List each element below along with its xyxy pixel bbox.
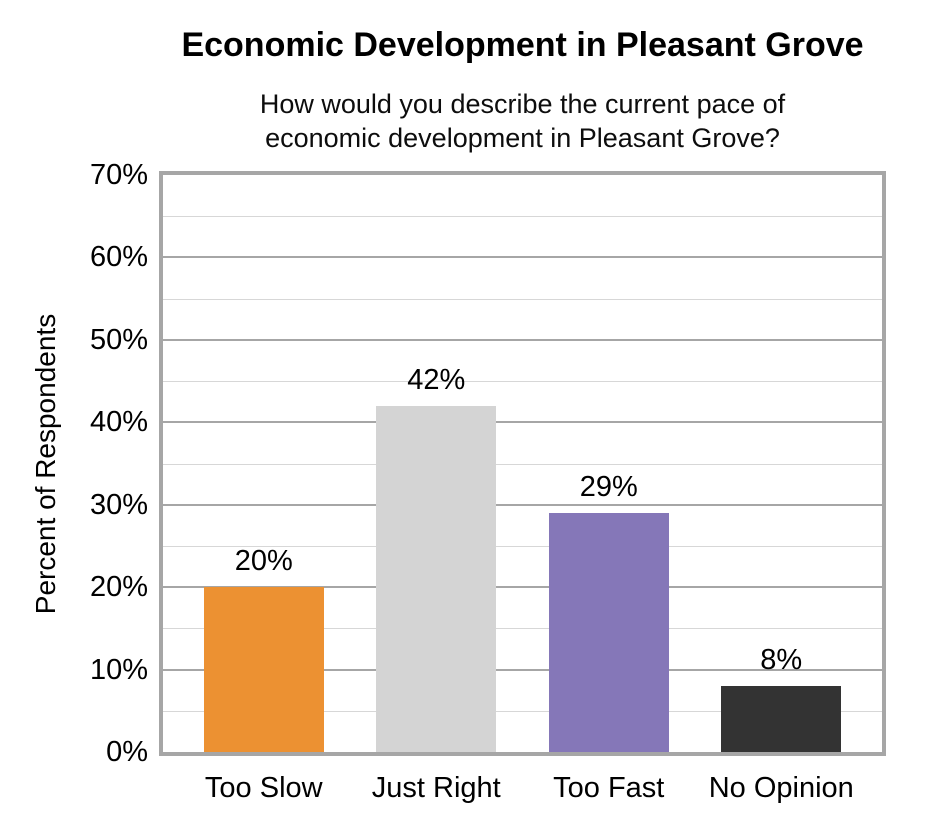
gridline-major xyxy=(163,256,882,259)
bar-no-opinion xyxy=(721,686,842,752)
chart-subtitle: How would you describe the current pace … xyxy=(109,87,936,155)
gridline-major xyxy=(163,421,882,424)
gridline-minor xyxy=(163,628,882,630)
y-tick-label-30: 30% xyxy=(89,488,148,521)
x-category-label-too-fast: Too Fast xyxy=(553,772,665,804)
chart-subtitle-line1: How would you describe the current pace … xyxy=(259,89,786,119)
y-tick-label-0: 0% xyxy=(106,736,148,768)
y-tick-label-20: 20% xyxy=(89,571,148,604)
bar-value-label-too-fast: 29% xyxy=(579,470,638,503)
bar-value-label-too-slow: 20% xyxy=(234,545,293,578)
bar-value-label-no-opinion: 8% xyxy=(760,644,803,677)
x-category-label-no-opinion: No Opinion xyxy=(708,772,854,804)
gridline-minor xyxy=(163,710,882,712)
y-tick-label-10: 10% xyxy=(89,653,148,686)
bar-just-right xyxy=(376,405,497,752)
y-tick-label-50: 50% xyxy=(89,323,148,356)
y-tick-label-60: 60% xyxy=(89,241,148,274)
gridline-major xyxy=(163,668,882,671)
gridline-minor xyxy=(163,216,882,218)
gridline-major xyxy=(163,338,882,341)
x-category-label-just-right: Just Right xyxy=(371,772,501,804)
gridline-minor xyxy=(163,381,882,383)
plot-area: 20% 42% 29% 8% xyxy=(159,171,886,756)
x-category-label-too-slow: Too Slow xyxy=(204,772,323,804)
bar-too-fast xyxy=(548,512,669,752)
plot-inner: 20% 42% 29% 8% xyxy=(163,175,882,752)
y-tick-label-40: 40% xyxy=(89,406,148,439)
y-tick-label-70: 70% xyxy=(89,159,148,191)
chart-title: Economic Development in Pleasant Grove xyxy=(181,26,864,64)
gridline-minor xyxy=(163,463,882,465)
chart-subtitle-line2: economic development in Pleasant Grove? xyxy=(265,123,780,153)
gridline-minor xyxy=(163,298,882,300)
gridline-major xyxy=(163,586,882,589)
gridline-major xyxy=(163,503,882,506)
gridline-minor xyxy=(163,545,882,547)
bar-too-slow xyxy=(203,587,324,752)
bar-value-label-just-right: 42% xyxy=(407,363,466,396)
